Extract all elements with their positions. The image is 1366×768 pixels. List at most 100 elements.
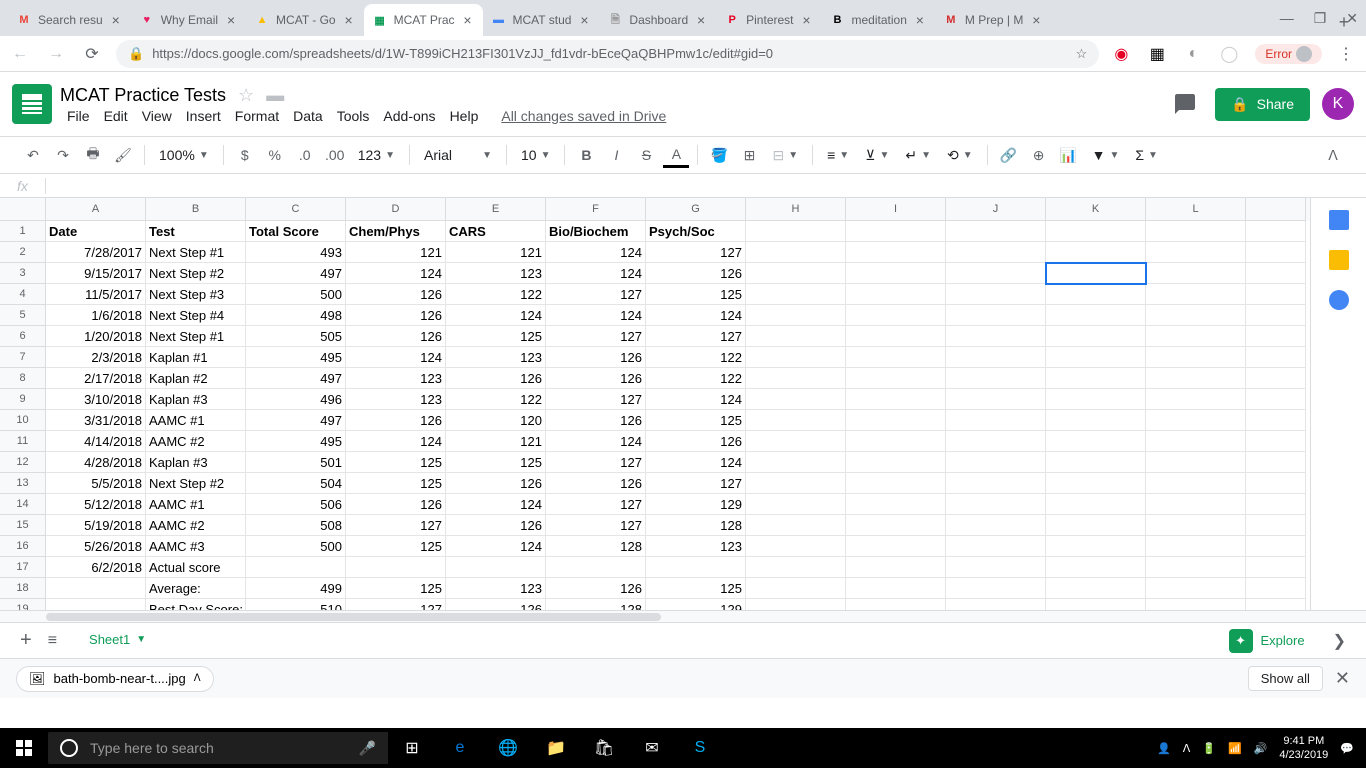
cell-C16[interactable]: 500	[246, 536, 346, 557]
wifi-icon[interactable]: 📶	[1228, 742, 1242, 755]
cell-C12[interactable]: 501	[246, 452, 346, 473]
cell-J9[interactable]	[946, 389, 1046, 410]
cell-B13[interactable]: Next Step #2	[146, 473, 246, 494]
cell-L2[interactable]	[1146, 242, 1246, 263]
cell-E17[interactable]	[446, 557, 546, 578]
cell-M14[interactable]	[1246, 494, 1306, 515]
cell-I12[interactable]	[846, 452, 946, 473]
all-sheets-button[interactable]: ≡	[48, 632, 57, 650]
cell-I6[interactable]	[846, 326, 946, 347]
cell-I1[interactable]	[846, 221, 946, 242]
increase-decimal-button[interactable]: .00	[322, 142, 348, 168]
cell-G3[interactable]: 126	[646, 263, 746, 284]
fill-color-button[interactable]: 🪣	[706, 142, 732, 168]
cell-G10[interactable]: 125	[646, 410, 746, 431]
menu-add-ons[interactable]: Add-ons	[376, 106, 442, 126]
cell-I10[interactable]	[846, 410, 946, 431]
close-tab-icon[interactable]: ×	[224, 13, 238, 27]
cell-B6[interactable]: Next Step #1	[146, 326, 246, 347]
cell-G14[interactable]: 129	[646, 494, 746, 515]
row-header[interactable]: 10	[0, 410, 46, 431]
sheet-grid[interactable]: ABCDEFGHIJKL 1DateTestTotal ScoreChem/Ph…	[0, 198, 1310, 610]
add-sheet-button[interactable]: +	[20, 629, 32, 652]
row-header[interactable]: 19	[0, 599, 46, 610]
functions-dropdown[interactable]: Σ▼	[1129, 147, 1164, 163]
cell-C3[interactable]: 497	[246, 263, 346, 284]
cell-J7[interactable]	[946, 347, 1046, 368]
cell-K2[interactable]	[1046, 242, 1146, 263]
cell-L17[interactable]	[1146, 557, 1246, 578]
cell-K9[interactable]	[1046, 389, 1146, 410]
cell-I19[interactable]	[846, 599, 946, 610]
cell-L10[interactable]	[1146, 410, 1246, 431]
task-view-button[interactable]: ⊞	[388, 728, 436, 768]
cell-J2[interactable]	[946, 242, 1046, 263]
cell-M3[interactable]	[1246, 263, 1306, 284]
cell-M4[interactable]	[1246, 284, 1306, 305]
cell-B12[interactable]: Kaplan #3	[146, 452, 246, 473]
cell-L16[interactable]	[1146, 536, 1246, 557]
browser-tab[interactable]: PPinterest×	[716, 4, 821, 36]
cell-M17[interactable]	[1246, 557, 1306, 578]
cell-L15[interactable]	[1146, 515, 1246, 536]
col-header-J[interactable]: J	[946, 198, 1046, 221]
cell-I9[interactable]	[846, 389, 946, 410]
cell-F18[interactable]: 126	[546, 578, 646, 599]
cell-I17[interactable]	[846, 557, 946, 578]
calendar-icon[interactable]	[1329, 210, 1349, 230]
cell-B17[interactable]: Actual score	[146, 557, 246, 578]
cell-I7[interactable]	[846, 347, 946, 368]
cell-F6[interactable]: 127	[546, 326, 646, 347]
share-button[interactable]: 🔒 Share	[1215, 88, 1310, 121]
row-header[interactable]: 17	[0, 557, 46, 578]
cell-J11[interactable]	[946, 431, 1046, 452]
cell-H19[interactable]	[746, 599, 846, 610]
maximize-button[interactable]: ❐	[1314, 10, 1327, 27]
cell-I4[interactable]	[846, 284, 946, 305]
cell-A17[interactable]: 6/2/2018	[46, 557, 146, 578]
show-all-downloads-button[interactable]: Show all	[1248, 666, 1323, 691]
cell-E3[interactable]: 123	[446, 263, 546, 284]
col-header-L[interactable]: L	[1146, 198, 1246, 221]
close-tab-icon[interactable]: ×	[342, 13, 356, 27]
mail-icon[interactable]: ✉	[628, 728, 676, 768]
cell-J15[interactable]	[946, 515, 1046, 536]
cell-C15[interactable]: 508	[246, 515, 346, 536]
star-document-icon[interactable]: ☆	[238, 85, 254, 106]
cell-I11[interactable]	[846, 431, 946, 452]
reload-button[interactable]: ⟳	[80, 42, 104, 66]
cell-A9[interactable]: 3/10/2018	[46, 389, 146, 410]
cell-A5[interactable]: 1/6/2018	[46, 305, 146, 326]
store-icon[interactable]: 🛍	[580, 728, 628, 768]
cell-K18[interactable]	[1046, 578, 1146, 599]
cell-F12[interactable]: 127	[546, 452, 646, 473]
cell-E2[interactable]: 121	[446, 242, 546, 263]
cell-M12[interactable]	[1246, 452, 1306, 473]
cell-I13[interactable]	[846, 473, 946, 494]
cell-K8[interactable]	[1046, 368, 1146, 389]
cell-M7[interactable]	[1246, 347, 1306, 368]
cell-F7[interactable]: 126	[546, 347, 646, 368]
cell-B5[interactable]: Next Step #4	[146, 305, 246, 326]
browser-tab[interactable]: MM Prep | M×	[935, 4, 1051, 36]
row-header[interactable]: 4	[0, 284, 46, 305]
cell-L1[interactable]	[1146, 221, 1246, 242]
cell-C14[interactable]: 506	[246, 494, 346, 515]
collapse-toolbar-button[interactable]: ᐱ	[1320, 142, 1346, 168]
cell-K4[interactable]	[1046, 284, 1146, 305]
cell-B10[interactable]: AAMC #1	[146, 410, 246, 431]
cell-L14[interactable]	[1146, 494, 1246, 515]
cell-G9[interactable]: 124	[646, 389, 746, 410]
row-header[interactable]: 18	[0, 578, 46, 599]
cell-F9[interactable]: 127	[546, 389, 646, 410]
battery-icon[interactable]: 🔋	[1202, 742, 1216, 755]
cell-B1[interactable]: Test	[146, 221, 246, 242]
col-header-C[interactable]: C	[246, 198, 346, 221]
cell-F17[interactable]	[546, 557, 646, 578]
cell-K6[interactable]	[1046, 326, 1146, 347]
keep-icon[interactable]	[1329, 250, 1349, 270]
row-header[interactable]: 14	[0, 494, 46, 515]
browser-tab[interactable]: 🗎Dashboard×	[599, 4, 716, 36]
menu-view[interactable]: View	[135, 106, 179, 126]
cell-F4[interactable]: 127	[546, 284, 646, 305]
